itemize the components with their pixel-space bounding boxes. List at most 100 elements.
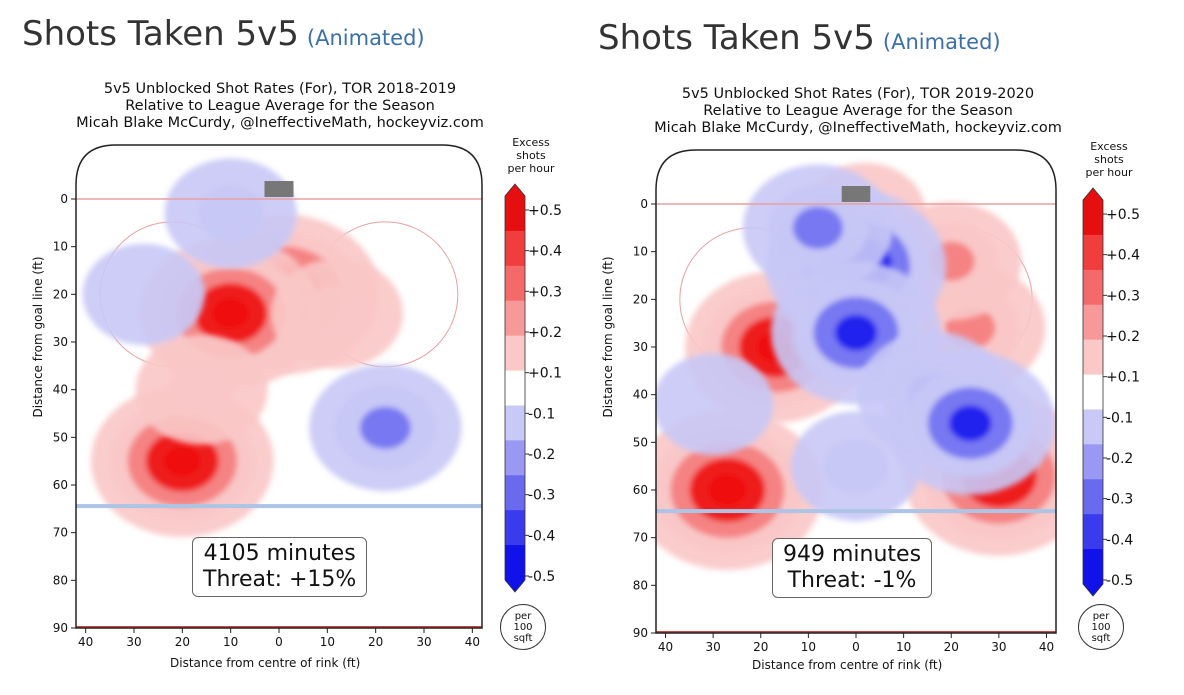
colorbar-top-arrow xyxy=(505,184,525,196)
colorbar-label: +0.5 xyxy=(1106,207,1140,223)
colorbar-bottom-arrow xyxy=(505,580,525,592)
colorbar-label: +0.5 xyxy=(528,203,562,219)
colorbar-segment xyxy=(505,370,525,406)
x-tick-label: 30 xyxy=(991,640,1006,654)
colorbar-segment xyxy=(1083,234,1103,271)
colorbar-label: -0.5 xyxy=(1106,573,1133,589)
heat-blob xyxy=(135,334,268,445)
goal-net xyxy=(264,181,294,197)
colorbar-top-arrow xyxy=(1083,188,1103,200)
colorbar: +0.5 +0.4 +0.3 +0.2 +0.1 -0.1 -0.2 -0.3 -0.4 -0.5 xyxy=(504,183,562,593)
colorbar-segment xyxy=(505,335,525,372)
per-100-sqft-badge: per 100 sqft xyxy=(1078,604,1124,650)
colorbar-segment xyxy=(505,300,525,337)
x-tick-label: 40 xyxy=(1039,640,1054,654)
subtitle-line-2: Relative to League Average for the Seaso… xyxy=(703,103,1013,119)
x-tick-label: 0 xyxy=(852,640,860,654)
y-tick-label: 10 xyxy=(633,245,648,259)
colorbar-segment xyxy=(505,545,525,581)
colorbar-segment xyxy=(505,475,525,511)
y-tick-label: 80 xyxy=(633,578,648,592)
colorbar: +0.5 +0.4 +0.3 +0.2 +0.1 -0.1 -0.2 -0.3 -0.4 -0.5 xyxy=(1082,187,1140,597)
subtitle-line-3: Micah Blake McCurdy, @IneffectiveMath, h… xyxy=(654,120,1062,136)
x-tick-label: 30 xyxy=(416,635,431,649)
y-tick-label: 20 xyxy=(53,287,68,301)
heading-main: Shots Taken 5v5 xyxy=(22,14,299,54)
colorbar-segment xyxy=(1083,374,1103,410)
goal-net xyxy=(841,186,871,202)
subtitle-line-1: 5v5 Unblocked Shot Rates (For), TOR 2019… xyxy=(681,86,1035,102)
colorbar-title-line: Excess xyxy=(512,136,550,149)
colorbar-title-line: shots xyxy=(1094,153,1124,166)
colorbar-segment xyxy=(505,405,525,441)
x-tick-label: 10 xyxy=(320,635,335,649)
minutes-text: 4105 minutes xyxy=(203,541,356,566)
colorbar-segment xyxy=(1083,200,1103,236)
y-tick-label: 70 xyxy=(633,531,648,545)
y-tick-label: 70 xyxy=(53,526,68,540)
chart-subtitle: 5v5 Unblocked Shot Rates (For), TOR 2018… xyxy=(40,81,520,132)
x-tick-label: 40 xyxy=(465,635,480,649)
y-tick-label: 30 xyxy=(633,340,648,354)
colorbar-segment xyxy=(1083,444,1103,480)
colorbar-segment xyxy=(505,265,525,302)
heatmap-area xyxy=(656,150,1056,633)
y-tick-label: 60 xyxy=(633,483,648,497)
colorbar-title-line: Excess xyxy=(1090,140,1128,153)
colorbar-title-line: per hour xyxy=(507,162,555,175)
info-box: 4105 minutes Threat: +15% xyxy=(192,537,368,597)
threat-text: Threat: -1% xyxy=(787,568,917,593)
y-tick-label: 50 xyxy=(53,430,68,444)
x-tick-label: 20 xyxy=(753,640,768,654)
colorbar-segment xyxy=(505,230,525,267)
x-tick-label: 10 xyxy=(223,635,238,649)
heading-animated-link[interactable]: (Animated) xyxy=(306,26,425,50)
heat-blob xyxy=(82,243,205,346)
subtitle-line-1: 5v5 Unblocked Shot Rates (For), TOR 2018… xyxy=(103,81,457,97)
heat-blob xyxy=(742,164,893,292)
colorbar-label: -0.3 xyxy=(528,488,555,504)
colorbar-title-line: shots xyxy=(516,149,546,162)
y-tick-label: 10 xyxy=(53,240,68,254)
y-tick-label: 20 xyxy=(633,292,648,306)
badge-line: per xyxy=(514,611,532,622)
y-tick-label: 30 xyxy=(53,335,68,349)
colorbar-label: -0.1 xyxy=(1106,410,1133,426)
heat-blob xyxy=(790,411,922,522)
x-axis-label: Distance from centre of rink (ft) xyxy=(752,658,943,672)
heading-animated-link[interactable]: (Animated) xyxy=(882,30,1001,54)
info-box: 949 minutes Threat: -1% xyxy=(772,538,933,598)
subtitle-line-2: Relative to League Average for the Seaso… xyxy=(125,98,435,114)
x-tick-label: 30 xyxy=(706,640,721,654)
colorbar-bottom-arrow xyxy=(1083,584,1103,596)
colorbar-label: +0.1 xyxy=(1106,370,1140,386)
colorbar-label: -0.3 xyxy=(1106,492,1133,508)
y-tick-label: 80 xyxy=(53,573,68,587)
colorbar-outline xyxy=(504,183,526,593)
colorbar-label: +0.4 xyxy=(528,244,562,260)
x-tick-label: 0 xyxy=(275,635,283,649)
chart-panel-2019-2020: Shots Taken 5v5 (Animated) 5v5 Unblocked … xyxy=(592,0,1184,695)
chart-panel-2018-2019: Shots Taken 5v5 (Animated) 5v5 Unblocked … xyxy=(22,14,562,670)
blue-line xyxy=(656,509,1056,514)
threat-text: Threat: +15% xyxy=(203,567,357,592)
x-axis-label: Distance from centre of rink (ft) xyxy=(170,656,361,670)
heat-blob xyxy=(656,409,823,571)
colorbar-segment xyxy=(1083,549,1103,585)
x-tick-label: 30 xyxy=(126,635,141,649)
colorbar-label: -0.2 xyxy=(1106,451,1133,467)
badge-line: sqft xyxy=(1091,633,1111,644)
badge-line: sqft xyxy=(513,633,533,644)
y-tick-label: 40 xyxy=(53,383,68,397)
colorbar-segment xyxy=(505,196,525,232)
colorbar-label: -0.1 xyxy=(528,406,555,422)
colorbar-segment xyxy=(1083,269,1103,306)
colorbar-title-line: per hour xyxy=(1085,166,1133,179)
colorbar-label: -0.4 xyxy=(1106,532,1133,548)
heat-blob xyxy=(164,158,297,269)
colorbar-segment xyxy=(1083,514,1103,550)
x-tick-label: 40 xyxy=(78,635,93,649)
x-tick-label: 10 xyxy=(896,640,911,654)
minutes-text: 949 minutes xyxy=(783,542,922,567)
